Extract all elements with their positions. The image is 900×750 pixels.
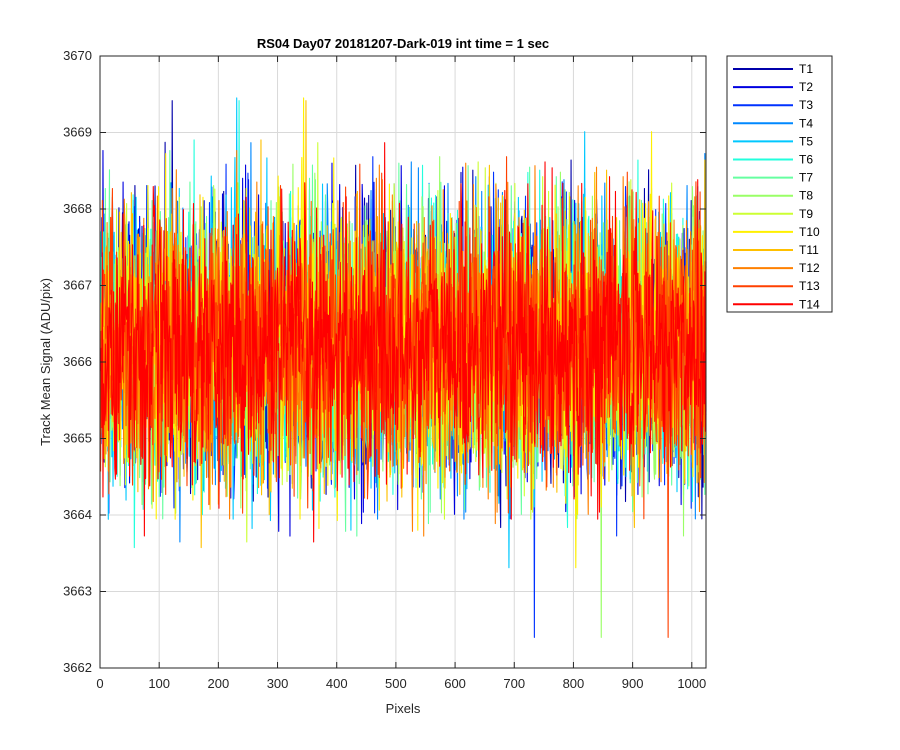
legend-label: T11 bbox=[799, 243, 819, 257]
y-tick-label: 3667 bbox=[63, 278, 92, 293]
x-tick-label: 900 bbox=[622, 676, 644, 691]
legend-label: T3 bbox=[799, 98, 813, 112]
x-axis-label: Pixels bbox=[386, 701, 421, 716]
y-tick-label: 3664 bbox=[63, 507, 92, 522]
x-tick-label: 400 bbox=[326, 676, 348, 691]
series-lines bbox=[100, 97, 707, 638]
plot-area: 0 100 200 300 400 500 600 700 800 900 1000 3662 3663… bbox=[63, 48, 707, 691]
legend-label: T10 bbox=[799, 225, 820, 239]
chart-title: RS04 Day07 20181207-Dark-019 int time = … bbox=[257, 36, 549, 51]
legend-label: T12 bbox=[799, 261, 820, 275]
legend-label: T4 bbox=[799, 116, 813, 130]
x-tick-label: 100 bbox=[148, 676, 170, 691]
legend-label: T6 bbox=[799, 153, 813, 167]
legend-label: T1 bbox=[799, 62, 813, 76]
legend-label: T13 bbox=[799, 279, 820, 293]
x-tick-label: 800 bbox=[563, 676, 585, 691]
legend-label: T2 bbox=[799, 80, 813, 94]
legend-label: T14 bbox=[799, 297, 820, 311]
x-tick-label: 1000 bbox=[677, 676, 706, 691]
legend-box bbox=[726, 55, 833, 313]
y-axis-label: Track Mean Signal (ADU/pix) bbox=[38, 278, 53, 446]
x-tick-label: 300 bbox=[267, 676, 289, 691]
y-tick-label: 3665 bbox=[63, 431, 92, 446]
legend-label: T9 bbox=[799, 207, 813, 221]
x-tick-label: 500 bbox=[385, 676, 407, 691]
series-line-t14 bbox=[100, 142, 707, 543]
legend: T1 T2 T3 T4 T5 T6 T7 T8 T9 T10 T11 T12 T13 T14 bbox=[726, 55, 833, 313]
y-tick-label: 3662 bbox=[63, 660, 92, 675]
legend-label: T8 bbox=[799, 189, 813, 203]
x-tick-label: 0 bbox=[96, 676, 103, 691]
y-tick-label: 3670 bbox=[63, 48, 92, 63]
y-tick-label: 3669 bbox=[63, 125, 92, 140]
y-tick-label: 3666 bbox=[63, 354, 92, 369]
x-tick-label: 600 bbox=[444, 676, 466, 691]
axis-ticks: 0 100 200 300 400 500 600 700 800 900 1000 3662 3663… bbox=[63, 48, 706, 691]
y-tick-label: 3668 bbox=[63, 201, 92, 216]
x-tick-label: 700 bbox=[503, 676, 525, 691]
y-tick-label: 3663 bbox=[63, 584, 92, 599]
legend-label: T7 bbox=[799, 171, 813, 185]
legend-label: T5 bbox=[799, 134, 813, 148]
x-tick-label: 200 bbox=[208, 676, 230, 691]
legend-entries: T1 T2 T3 T4 T5 T6 T7 T8 T9 T10 T11 T12 T13 T14 bbox=[733, 62, 820, 311]
